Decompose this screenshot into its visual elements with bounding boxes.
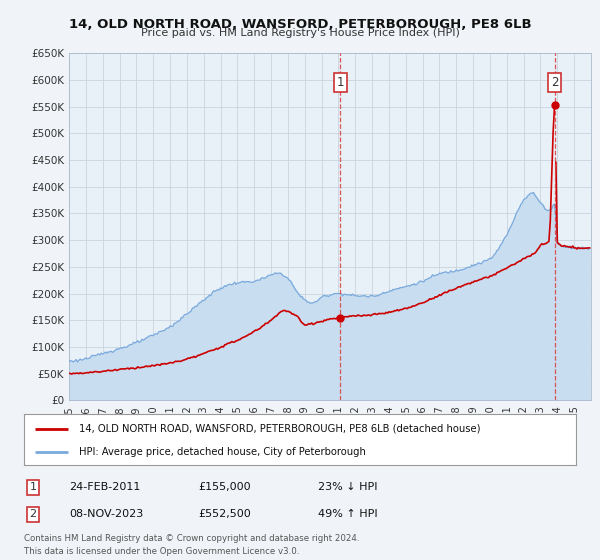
Text: This data is licensed under the Open Government Licence v3.0.: This data is licensed under the Open Gov… [24, 547, 299, 556]
Text: 2: 2 [551, 76, 559, 89]
Text: 24-FEB-2011: 24-FEB-2011 [69, 482, 140, 492]
Text: 49% ↑ HPI: 49% ↑ HPI [318, 509, 377, 519]
Text: £552,500: £552,500 [198, 509, 251, 519]
Text: 08-NOV-2023: 08-NOV-2023 [69, 509, 143, 519]
Text: 1: 1 [29, 482, 37, 492]
Text: Price paid vs. HM Land Registry's House Price Index (HPI): Price paid vs. HM Land Registry's House … [140, 28, 460, 38]
Text: HPI: Average price, detached house, City of Peterborough: HPI: Average price, detached house, City… [79, 447, 366, 457]
Text: £155,000: £155,000 [198, 482, 251, 492]
Text: 1: 1 [337, 76, 344, 89]
Text: 14, OLD NORTH ROAD, WANSFORD, PETERBOROUGH, PE8 6LB: 14, OLD NORTH ROAD, WANSFORD, PETERBOROU… [68, 18, 532, 31]
Text: 14, OLD NORTH ROAD, WANSFORD, PETERBOROUGH, PE8 6LB (detached house): 14, OLD NORTH ROAD, WANSFORD, PETERBOROU… [79, 423, 481, 433]
Text: 23% ↓ HPI: 23% ↓ HPI [318, 482, 377, 492]
Text: Contains HM Land Registry data © Crown copyright and database right 2024.: Contains HM Land Registry data © Crown c… [24, 534, 359, 543]
Text: 2: 2 [29, 509, 37, 519]
